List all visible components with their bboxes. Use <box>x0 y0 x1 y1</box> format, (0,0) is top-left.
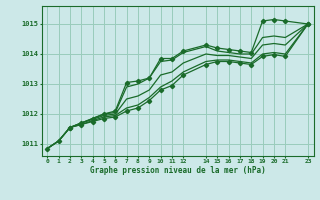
X-axis label: Graphe pression niveau de la mer (hPa): Graphe pression niveau de la mer (hPa) <box>90 166 266 175</box>
